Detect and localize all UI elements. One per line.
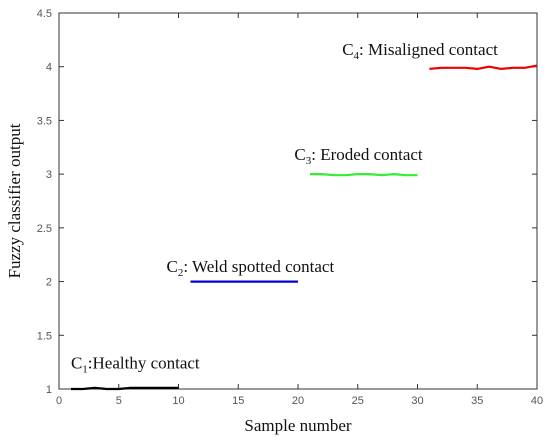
plot-area [58,12,538,390]
series-line-1 [71,386,179,391]
annotation-c3: C3: Eroded contact [294,145,423,167]
y-tick-label: 1 [46,384,52,396]
x-axis-title: Sample number [244,416,352,435]
annotation-letter: C [342,40,353,59]
series-line-4 [429,64,538,71]
annotation-text: : Weld spotted contact [183,257,334,276]
x-tick-label: 40 [531,395,543,407]
x-tick-label: 25 [352,395,364,407]
x-tick-label: 5 [116,395,122,407]
y-axis-title: Fuzzy classifier output [5,123,24,278]
x-tick-label: 0 [56,395,62,407]
annotation-c1: C1:Healthy contact [71,354,200,376]
annotation-subscript: 2 [178,267,184,279]
y-tick-label: 4.5 [37,8,52,20]
y-tick-label: 3 [46,169,52,181]
annotation-letter: C [167,257,178,276]
x-tick-label: 30 [411,395,423,407]
y-tick-label: 3.5 [37,115,52,127]
annotation-text: : Misaligned contact [359,40,498,59]
x-tick-label: 20 [292,395,304,407]
annotation-text: : Eroded contact [311,145,423,164]
series-layer [71,64,538,391]
annotation-c2: C2: Weld spotted contact [167,257,335,279]
annotation-subscript: 4 [354,50,360,62]
y-tick-label: 1.5 [37,330,52,342]
annotation-subscript: 1 [82,364,88,376]
annotation-c4: C4: Misaligned contact [342,40,498,62]
annotation-letter: C [71,354,82,373]
y-tick-label: 2 [46,277,52,289]
y-tick-label: 4 [46,62,52,74]
x-tick-label: 15 [232,395,244,407]
annotation-letter: C [294,145,305,164]
annotation-subscript: 3 [306,155,312,167]
tick-labels: 0 5 10 15 20 25 30 35 40 1 1.5 2 2.5 3 3.5 4 4.5 [37,8,543,407]
series-line-3 [310,173,418,177]
x-tick-label: 10 [172,395,184,407]
annotation-text: :Healthy contact [88,354,200,373]
x-tick-label: 35 [471,395,483,407]
axes-ticks [58,12,538,390]
y-tick-label: 2.5 [37,223,52,235]
